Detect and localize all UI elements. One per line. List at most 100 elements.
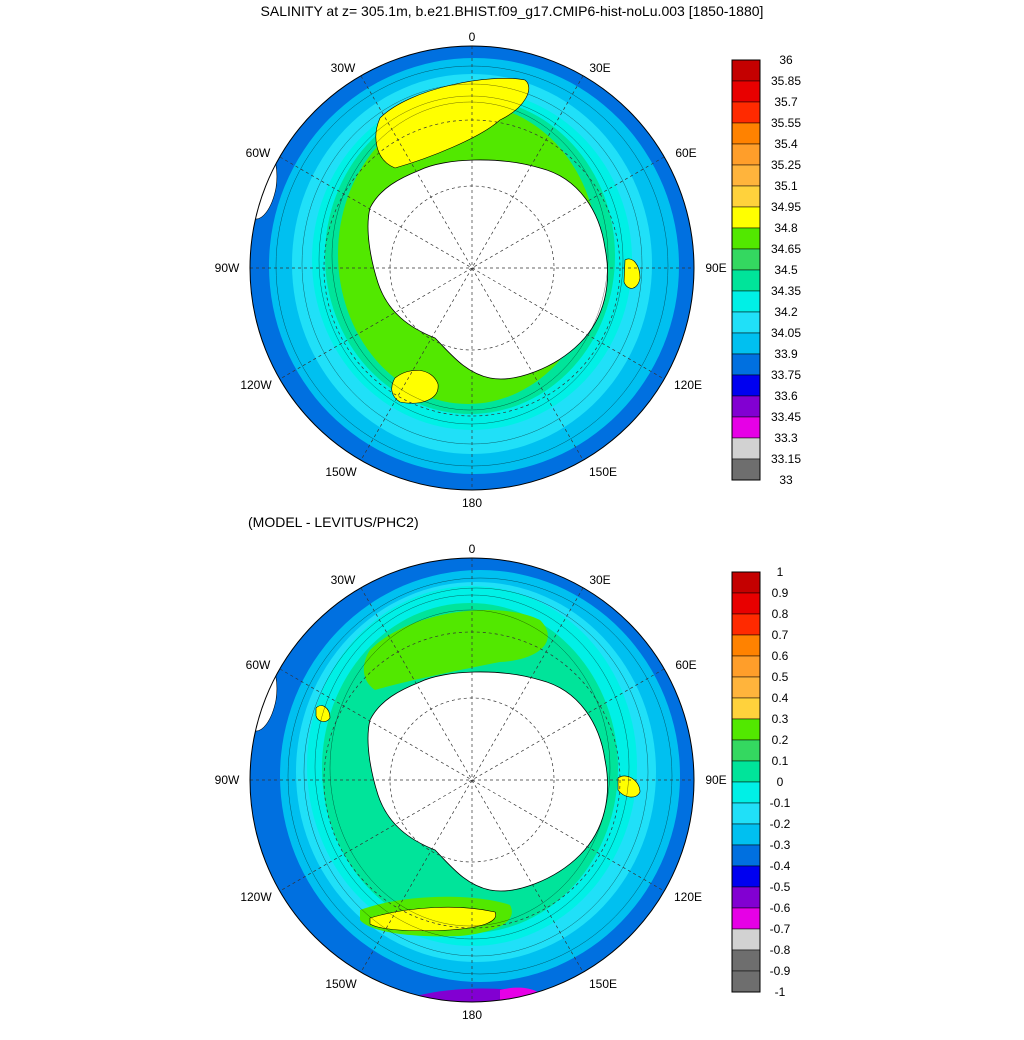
- colorbar-swatch: [731, 395, 761, 418]
- lon-label-180: 180: [462, 1008, 482, 1022]
- colorbar-label: 34.8: [774, 221, 798, 235]
- colorbar-label: 35.55: [771, 116, 801, 130]
- colorbar-swatch: [731, 907, 761, 930]
- colorbar-swatch: [731, 122, 761, 145]
- lon-label-120e: 120E: [674, 890, 702, 904]
- colorbar-label: -0.7: [770, 922, 791, 936]
- colorbar-label: 0: [777, 775, 784, 789]
- colorbar-label: -0.8: [770, 943, 791, 957]
- colorbar-label: 35.7: [774, 95, 798, 109]
- colorbar-label: 33.15: [771, 452, 801, 466]
- colorbar-swatch: [731, 80, 761, 103]
- colorbar-label: 33.45: [771, 410, 801, 424]
- colorbar-swatch: [731, 353, 761, 376]
- colorbar-swatch: [731, 655, 761, 678]
- colorbar-swatch: [731, 269, 761, 292]
- colorbar-swatch: [731, 781, 761, 804]
- colorbar-swatch: [731, 59, 761, 82]
- antarctica: [367, 671, 608, 892]
- map-title: SALINITY at z= 305.1m, b.e21.BHIST.f09_g…: [260, 3, 764, 19]
- lon-label-0: 0: [469, 30, 476, 44]
- colorbar-label: 0.6: [772, 649, 789, 663]
- colorbar-label: 34.65: [771, 242, 801, 256]
- colorbar-label: 0.2: [772, 733, 789, 747]
- colorbar-label: 1: [777, 567, 784, 579]
- colorbar-label: 0.4: [772, 691, 789, 705]
- colorbar-label: 34.95: [771, 200, 801, 214]
- lon-label-30e: 30E: [589, 61, 610, 75]
- colorbar-swatch: [731, 718, 761, 741]
- colorbar-label: 0.8: [772, 607, 789, 621]
- colorbar-label: 33: [779, 473, 793, 487]
- difference-subtitle: (MODEL - LEVITUS/PHC2): [248, 514, 419, 530]
- colorbar-swatches: [731, 571, 761, 993]
- colorbar-label: 36: [779, 55, 793, 67]
- colorbar-label: 34.2: [774, 305, 798, 319]
- colorbar-label: -0.6: [770, 901, 791, 915]
- lon-label-60e: 60E: [675, 658, 696, 672]
- colorbar-label: -0.9: [770, 964, 791, 978]
- colorbar-label: 34.05: [771, 326, 801, 340]
- colorbar-label: -0.4: [770, 859, 791, 873]
- colorbar-swatch: [731, 416, 761, 439]
- colorbar-label: 35.1: [774, 179, 798, 193]
- salinity-max-east: [623, 258, 641, 289]
- colorbar-label: -0.2: [770, 817, 791, 831]
- colorbar-label: 34.35: [771, 284, 801, 298]
- lon-label-60w: 60W: [246, 658, 271, 672]
- lon-label-60w: 60W: [246, 146, 271, 160]
- colorbar-label: 0.3: [772, 712, 789, 726]
- lon-label-30w: 30W: [331, 573, 356, 587]
- colorbar-swatch: [731, 928, 761, 951]
- colorbar-swatch: [731, 949, 761, 972]
- positive-anomaly-ring: [363, 610, 548, 690]
- colorbar-swatch: [731, 739, 761, 762]
- lon-label-90w: 90W: [215, 773, 240, 787]
- salinity-polar-map: 0 30E 60E 90E 120E 150E 180 150W 120W 90…: [215, 30, 727, 510]
- colorbar-swatch: [731, 886, 761, 909]
- colorbar-swatch: [731, 865, 761, 888]
- colorbar-label: 34.5: [774, 263, 798, 277]
- colorbar-swatch: [731, 592, 761, 615]
- colorbar-swatch: [731, 101, 761, 124]
- antarctica: [367, 159, 608, 380]
- colorbar-swatch: [731, 676, 761, 699]
- colorbar-label: 33.75: [771, 368, 801, 382]
- colorbar-label: -0.5: [770, 880, 791, 894]
- lon-label-150e: 150E: [589, 465, 617, 479]
- lon-label-90e: 90E: [705, 773, 726, 787]
- colorbar-label: 33.9: [774, 347, 798, 361]
- colorbar-label: 0.7: [772, 628, 789, 642]
- colorbar-swatch: [731, 143, 761, 166]
- colorbar-swatch: [731, 248, 761, 271]
- colorbar-swatches: [731, 59, 761, 481]
- colorbar-swatch: [731, 311, 761, 334]
- colorbar-swatch: [731, 164, 761, 187]
- colorbar-swatch: [731, 206, 761, 229]
- colorbar-swatch: [731, 374, 761, 397]
- anomaly-max-south: [369, 906, 497, 932]
- lon-label-150e: 150E: [589, 977, 617, 991]
- salinity-max-region: [375, 78, 530, 169]
- colorbar-label: 33.6: [774, 389, 798, 403]
- colorbar-label: 35.85: [771, 74, 801, 88]
- lon-label-120e: 120E: [674, 378, 702, 392]
- colorbar-swatch: [731, 760, 761, 783]
- colorbar-swatch: [731, 697, 761, 720]
- colorbar-swatch: [731, 290, 761, 313]
- colorbar-swatch: [731, 437, 761, 460]
- colorbar-label: 33.3: [774, 431, 798, 445]
- colorbar-swatch: [731, 802, 761, 825]
- colorbar-swatch: [731, 634, 761, 657]
- lon-label-150w: 150W: [325, 977, 357, 991]
- colorbar-label: -0.3: [770, 838, 791, 852]
- lon-label-120w: 120W: [240, 378, 272, 392]
- colorbar-label: 35.25: [771, 158, 801, 172]
- colorbar-swatch: [731, 227, 761, 250]
- colorbar-swatch: [731, 613, 761, 636]
- colorbar-label: 0.5: [772, 670, 789, 684]
- colorbar-swatch: [731, 458, 761, 481]
- lon-label-120w: 120W: [240, 890, 272, 904]
- colorbar-swatch: [731, 571, 761, 594]
- anomaly-max-east: [617, 775, 641, 798]
